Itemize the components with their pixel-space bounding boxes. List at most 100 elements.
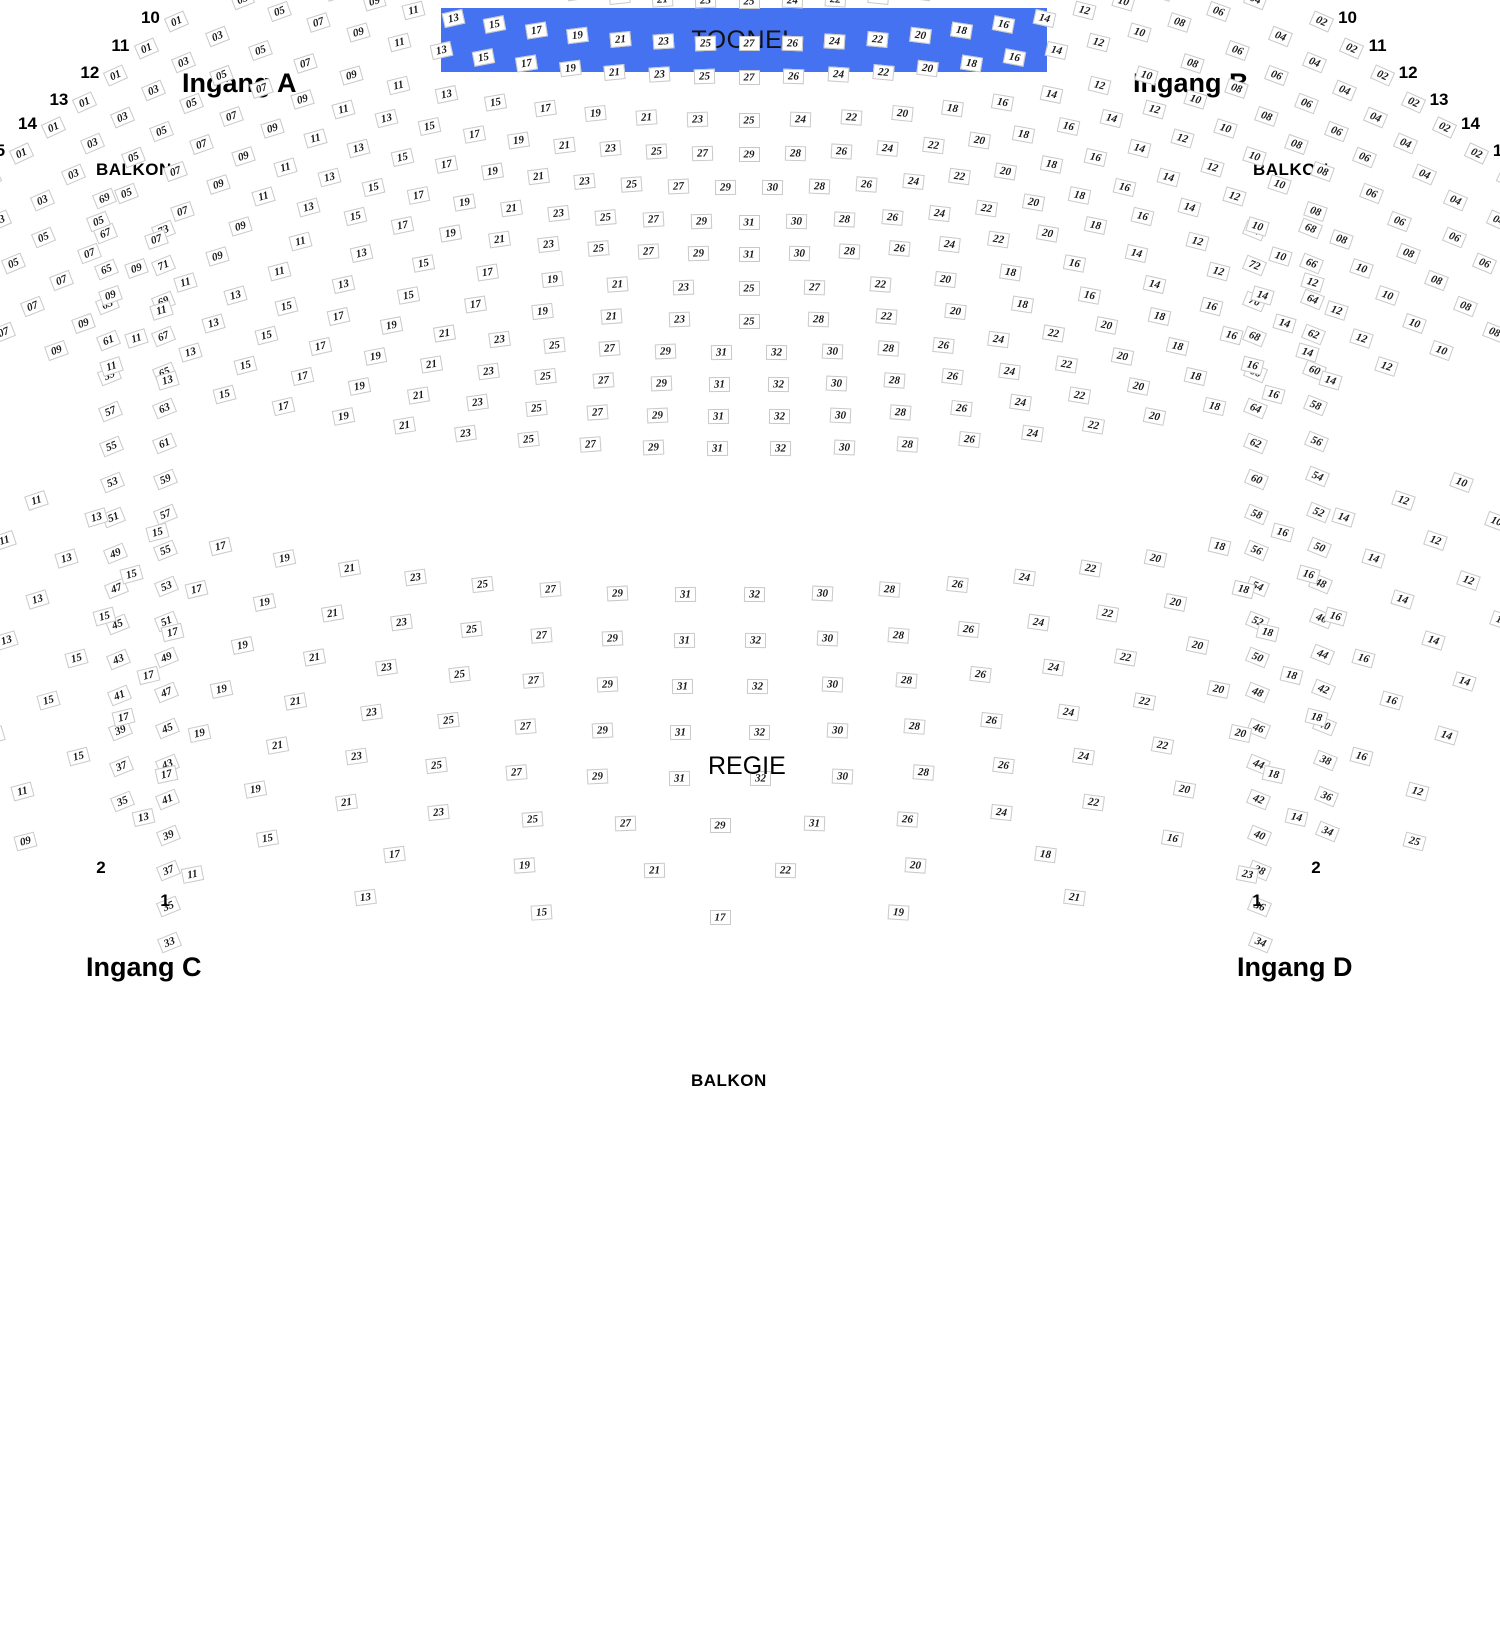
- main-row-12-seat[interactable]: 23: [573, 172, 596, 190]
- balkon-row-2-seat[interactable]: 29: [602, 630, 624, 647]
- main-row-17-seat[interactable]: 23: [487, 331, 511, 349]
- main-row-18-seat[interactable]: 06: [1471, 252, 1497, 275]
- main-row-19-seat[interactable]: 07: [20, 295, 46, 318]
- main-row-13-seat[interactable]: 13: [317, 168, 342, 188]
- main-row-15-seat[interactable]: 01: [8, 142, 35, 166]
- main-row-16-seat[interactable]: 14: [1142, 274, 1167, 294]
- main-row-15-seat[interactable]: 05: [114, 182, 140, 205]
- main-row-15-seat[interactable]: 12: [1185, 231, 1210, 251]
- main-row-12-seat[interactable]: 09: [260, 117, 286, 139]
- main-row-13-seat[interactable]: 05: [149, 120, 175, 143]
- main-row-15-seat[interactable]: 27: [804, 279, 826, 295]
- balkon-row-2-seat[interactable]: 12: [1423, 530, 1448, 552]
- main-row-16-seat[interactable]: 20: [943, 303, 967, 321]
- balkon-row-4-seat[interactable]: 18: [1279, 665, 1304, 685]
- main-row-17-seat[interactable]: 08: [1396, 243, 1422, 265]
- balkon-row-1-seat[interactable]: 21: [338, 559, 362, 578]
- main-row-16-seat[interactable]: 23: [669, 312, 691, 328]
- balkon-row-1-seat[interactable]: 16: [1269, 522, 1295, 543]
- main-row-20-seat[interactable]: 09: [44, 339, 70, 361]
- main-row-20-seat[interactable]: 32: [770, 441, 792, 457]
- balkon-row-6-seat[interactable]: 22: [1081, 793, 1105, 812]
- main-row-15-seat[interactable]: 11: [288, 231, 313, 251]
- balkon-row-4-seat[interactable]: 13: [0, 630, 19, 652]
- main-row-13-seat[interactable]: 06: [1323, 120, 1349, 143]
- main-row-10-seat[interactable]: 04: [1267, 25, 1293, 48]
- balkon-row-1-seat[interactable]: 24: [1012, 568, 1036, 587]
- main-row-17-seat[interactable]: 32: [766, 345, 788, 361]
- main-row-20-seat[interactable]: 31: [706, 441, 728, 457]
- balkon-row-6-seat[interactable]: 13: [0, 725, 6, 746]
- main-row-13-seat[interactable]: 24: [928, 204, 952, 222]
- main-row-18-seat[interactable]: 28: [883, 372, 906, 389]
- balkon-row-2-seat[interactable]: 16: [1296, 564, 1321, 585]
- right-balkon-outer-seat[interactable]: 56: [1303, 430, 1329, 452]
- balkon-row-6-seat[interactable]: 17: [154, 764, 178, 784]
- main-row-15-seat[interactable]: 18: [998, 263, 1022, 282]
- main-row-15-seat[interactable]: 03: [60, 163, 86, 186]
- balkon-row-8-seat[interactable]: 25: [1402, 831, 1427, 851]
- main-row-13-seat[interactable]: 22: [975, 199, 999, 218]
- left-balkon-outer-seat[interactable]: 57: [98, 400, 124, 422]
- main-row-20-seat[interactable]: 17: [271, 396, 296, 416]
- balkon-row-7-seat[interactable]: 15: [256, 829, 280, 848]
- main-row-12-seat[interactable]: 11: [302, 128, 328, 149]
- balkon-row-4-seat[interactable]: 17: [136, 665, 161, 685]
- left-balkon-inner-seat[interactable]: 41: [155, 788, 181, 811]
- main-row-19-seat[interactable]: 25: [525, 399, 549, 417]
- main-row-8-seat[interactable]: 07: [324, 0, 349, 3]
- main-row-8-seat[interactable]: 18: [950, 21, 974, 40]
- main-row-15-seat[interactable]: 14: [1124, 243, 1149, 263]
- balkon-row-4-seat[interactable]: 22: [1132, 692, 1156, 711]
- balkon-row-5-seat[interactable]: 22: [1150, 736, 1175, 756]
- main-row-8-seat[interactable]: 25: [695, 35, 717, 52]
- balkon-row-2-seat[interactable]: 23: [389, 613, 413, 632]
- balkon-row-4-seat[interactable]: 25: [436, 711, 460, 729]
- main-row-13-seat[interactable]: 20: [1021, 193, 1045, 212]
- main-row-9-seat[interactable]: 26: [783, 68, 805, 85]
- main-row-11-seat[interactable]: 29: [738, 146, 760, 162]
- left-balkon-inner-seat[interactable]: 37: [155, 859, 181, 882]
- right-balkon-inner-seat[interactable]: 60: [1243, 468, 1269, 491]
- main-row-8-seat[interactable]: 08: [1149, 0, 1174, 3]
- main-row-19-seat[interactable]: 10: [1401, 312, 1427, 334]
- right-balkon-outer-seat[interactable]: 52: [1305, 501, 1331, 523]
- main-row-11-seat[interactable]: 15: [418, 117, 442, 137]
- balkon-row-2-seat[interactable]: 20: [1164, 592, 1188, 612]
- main-row-12-seat[interactable]: 29: [714, 180, 736, 196]
- main-row-16-seat[interactable]: 17: [463, 295, 487, 314]
- main-row-13-seat[interactable]: 26: [881, 208, 904, 226]
- left-balkon-inner-seat[interactable]: 55: [153, 539, 179, 562]
- balkon-row-8-seat[interactable]: 19: [887, 904, 910, 921]
- balkon-row-2-seat[interactable]: 26: [957, 621, 980, 639]
- main-row-13-seat[interactable]: 14: [1156, 168, 1181, 188]
- main-row-8-seat[interactable]: 26: [781, 35, 803, 52]
- right-balkon-outer-seat[interactable]: 62: [1300, 323, 1326, 346]
- main-row-11-seat[interactable]: 02: [1338, 37, 1365, 60]
- main-row-13-seat[interactable]: 29: [690, 213, 712, 230]
- balkon-row-1-seat[interactable]: 18: [1207, 536, 1232, 556]
- balkon-row-2-seat[interactable]: 14: [1360, 548, 1386, 569]
- main-row-12-seat[interactable]: 25: [620, 176, 643, 193]
- main-row-7-seat[interactable]: 18: [909, 0, 933, 2]
- main-row-16-seat[interactable]: 08: [1328, 229, 1354, 251]
- balkon-row-5-seat[interactable]: 31: [668, 771, 690, 787]
- right-balkon-outer-seat[interactable]: 50: [1306, 536, 1332, 559]
- balkon-row-5-seat[interactable]: 17: [111, 708, 136, 728]
- main-row-7-seat[interactable]: 21: [651, 0, 674, 8]
- main-row-16-seat[interactable]: 03: [30, 189, 56, 212]
- main-row-19-seat[interactable]: 23: [465, 393, 489, 412]
- main-row-14-seat[interactable]: 29: [687, 245, 710, 262]
- main-row-11-seat[interactable]: 21: [552, 136, 576, 154]
- right-balkon-outer-seat[interactable]: 58: [1302, 394, 1328, 417]
- main-row-20-seat[interactable]: 30: [833, 439, 855, 456]
- main-row-10-seat[interactable]: 20: [891, 105, 914, 123]
- balkon-row-7-seat[interactable]: 16: [1160, 829, 1184, 848]
- main-row-14-seat[interactable]: 02: [1431, 116, 1458, 139]
- main-row-9-seat[interactable]: 06: [1205, 1, 1231, 23]
- balkon-row-6-seat[interactable]: 29: [709, 817, 731, 833]
- main-row-9-seat[interactable]: 05: [267, 1, 293, 23]
- balkon-row-1-seat[interactable]: 12: [1391, 489, 1416, 511]
- main-row-19-seat[interactable]: 15: [233, 355, 258, 375]
- main-row-19-seat[interactable]: 13: [178, 342, 203, 363]
